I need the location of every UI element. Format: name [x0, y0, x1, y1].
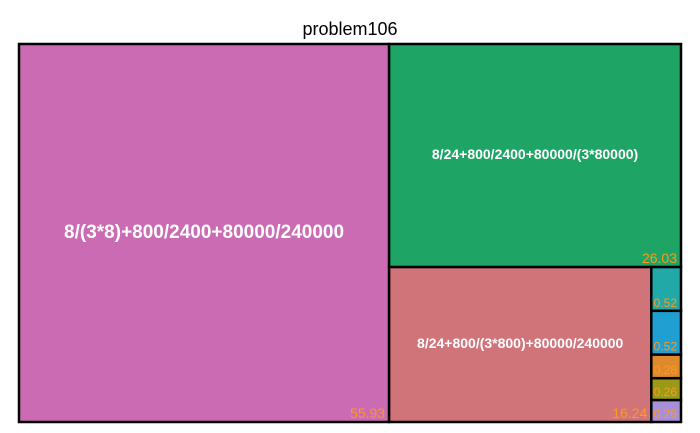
- tile-value-label: 0.26: [654, 385, 678, 399]
- tile-value-label: 0.52: [654, 296, 678, 310]
- tile-value-label: 0.52: [654, 340, 678, 354]
- tile-value-label: 55.93: [350, 405, 385, 421]
- treemap-tile: [387, 265, 653, 424]
- chart-title: problem106: [302, 19, 397, 39]
- treemap-tile: [387, 42, 683, 269]
- tile-value-label: 16.24: [612, 405, 647, 421]
- treemap-tile: [650, 265, 683, 313]
- tile-value-label: 26.03: [642, 250, 677, 266]
- treemap-tile: [650, 398, 683, 424]
- tile-value-label: 0.28: [654, 363, 678, 377]
- tile-value-label: 0.26: [654, 407, 678, 421]
- treemap-tiles: 8/(3*8)+800/2400+80000/240000 55.93 8/24+8…: [17, 42, 683, 424]
- tile-label: 8/24+800/(3*800)+80000/240000: [417, 335, 624, 351]
- tile-label: 8/24+800/2400+80000/(3*80000): [432, 146, 638, 162]
- tile-label: 8/(3*8)+800/2400+80000/240000: [64, 222, 344, 243]
- treemap-tile: [17, 42, 391, 424]
